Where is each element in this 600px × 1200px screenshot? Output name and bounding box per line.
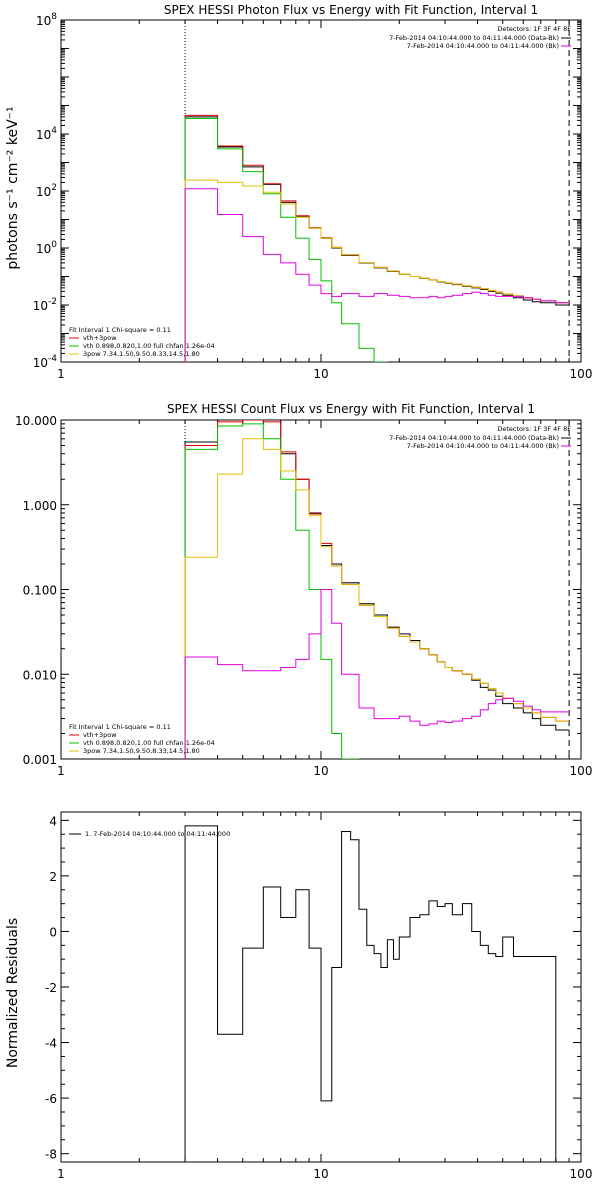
legend-entry: vth 0.898,0.820,1.00 full chfan 1.26e-04	[83, 342, 215, 350]
count-flux-title: SPEX HESSI Count Flux vs Energy with Fit…	[167, 402, 535, 416]
x-tick-label: 100	[570, 367, 593, 381]
y-tick-label: 0.001	[23, 753, 57, 767]
residuals-plot-content: 1 10 100 -8 -6 -4 -2 0 2 4 1. 7-Feb-2014 04:10:44.…	[45, 812, 592, 1181]
x-tick-label: 10	[313, 367, 328, 381]
legend-entry: vth+3pow	[83, 334, 117, 342]
y-tick-label: -4	[45, 1037, 57, 1051]
y-tick-label: 2	[49, 870, 57, 884]
y-tick-label: 4	[49, 814, 57, 828]
data-layer	[184, 825, 570, 1162]
detectors-label: Detectors: 1F 3F 4F 8F	[497, 425, 571, 433]
x-tick-label: 100	[570, 764, 593, 778]
data-layer	[184, 420, 570, 759]
legend-entry: 3pow 7.34,1.50,9.50,8.33,14.5,1.80	[83, 350, 200, 358]
residuals-panel: Normalized Residuals 1 10 100 -8 -6 -4 -2 0 2 4 1.…	[5, 811, 592, 1181]
y-tick-label: 0.010	[23, 668, 57, 682]
series-line-bk	[184, 589, 570, 759]
photon-flux-plot-content: 1 10 100 10-4 10-2 100 102 104 108 Detectors: 1F …	[33, 12, 593, 381]
x-tick-label: 10	[313, 764, 328, 778]
x-tick-label: 100	[570, 1167, 593, 1181]
y-tick-label: 0	[49, 925, 57, 939]
photon-flux-title: SPEX HESSI Photon Flux vs Energy with Fi…	[164, 3, 538, 17]
data-layer	[184, 20, 570, 362]
x-tick-label: 1	[57, 1167, 65, 1181]
x-tick-label: 10	[313, 1167, 328, 1181]
series-line-residuals	[184, 825, 570, 1162]
legend-entry: 7-Feb-2014 04:10:44.000 to 04:11:44.000 …	[407, 442, 559, 450]
legend-entry: vth+3pow	[83, 731, 117, 739]
y-tick-label: 1.000	[23, 499, 57, 513]
photon-flux-y-axis-label: photons s⁻¹ cm⁻² keV⁻¹	[5, 106, 21, 269]
series-line-3pow	[184, 179, 570, 362]
y-tick-label: -8	[45, 1148, 57, 1162]
y-tick-label: 0.100	[23, 584, 57, 598]
count-flux-plot-content: 1 10 100 0.001 0.010 0.100 1.000 10.000 Detector…	[15, 414, 592, 778]
y-tick-label: 10.000	[15, 414, 57, 428]
y-tick-label: 10-4	[33, 354, 58, 370]
y-tick-label: 102	[36, 183, 57, 199]
residuals-y-axis-label: Normalized Residuals	[5, 918, 21, 1068]
legend-entry: 3pow 7.34,1.50,9.50,8.33,14.5,1.80	[83, 747, 200, 755]
y-tick-label: 100	[36, 240, 57, 256]
photon-flux-panel: SPEX HESSI Photon Flux vs Energy with Fi…	[5, 3, 592, 381]
y-tick-label: 108	[36, 12, 57, 28]
legend-entry: 7-Feb-2014 04:10:44.000 to 04:11:44.000 …	[389, 434, 559, 442]
legend-entry: 7-Feb-2014 04:10:44.000 to 04:11:44.000 …	[389, 34, 559, 42]
y-tick-label: -6	[45, 1092, 57, 1106]
fit-info-label: Fit Interval 1 Chi-square = 0.11	[69, 326, 171, 334]
legend-entry: 1. 7-Feb-2014 04:10:44.000 to 04:11:44.0…	[85, 830, 230, 838]
y-tick-label: 10-2	[33, 297, 57, 313]
series-line-3pow	[184, 438, 570, 759]
y-tick-label: -2	[45, 981, 57, 995]
legend-entry: vth 0.898,0.820,1.00 full chfan 1.26e-04	[83, 739, 215, 747]
legend-entry: 7-Feb-2014 04:10:44.000 to 04:11:44.000 …	[407, 42, 559, 50]
detectors-label: Detectors: 1F 3F 4F 8F	[497, 25, 571, 33]
x-tick-label: 1	[57, 764, 65, 778]
photon-flux-plot-frame	[60, 19, 582, 363]
series-line-bk	[184, 188, 570, 362]
series-line-vth	[184, 423, 359, 759]
fit-info-label: Fit Interval 1 Chi-square = 0.11	[69, 723, 171, 731]
x-tick-label: 1	[57, 367, 65, 381]
series-line-vth	[184, 117, 388, 362]
y-tick-label: 104	[36, 126, 57, 142]
count-flux-panel: SPEX HESSI Count Flux vs Energy with Fit…	[15, 402, 592, 778]
